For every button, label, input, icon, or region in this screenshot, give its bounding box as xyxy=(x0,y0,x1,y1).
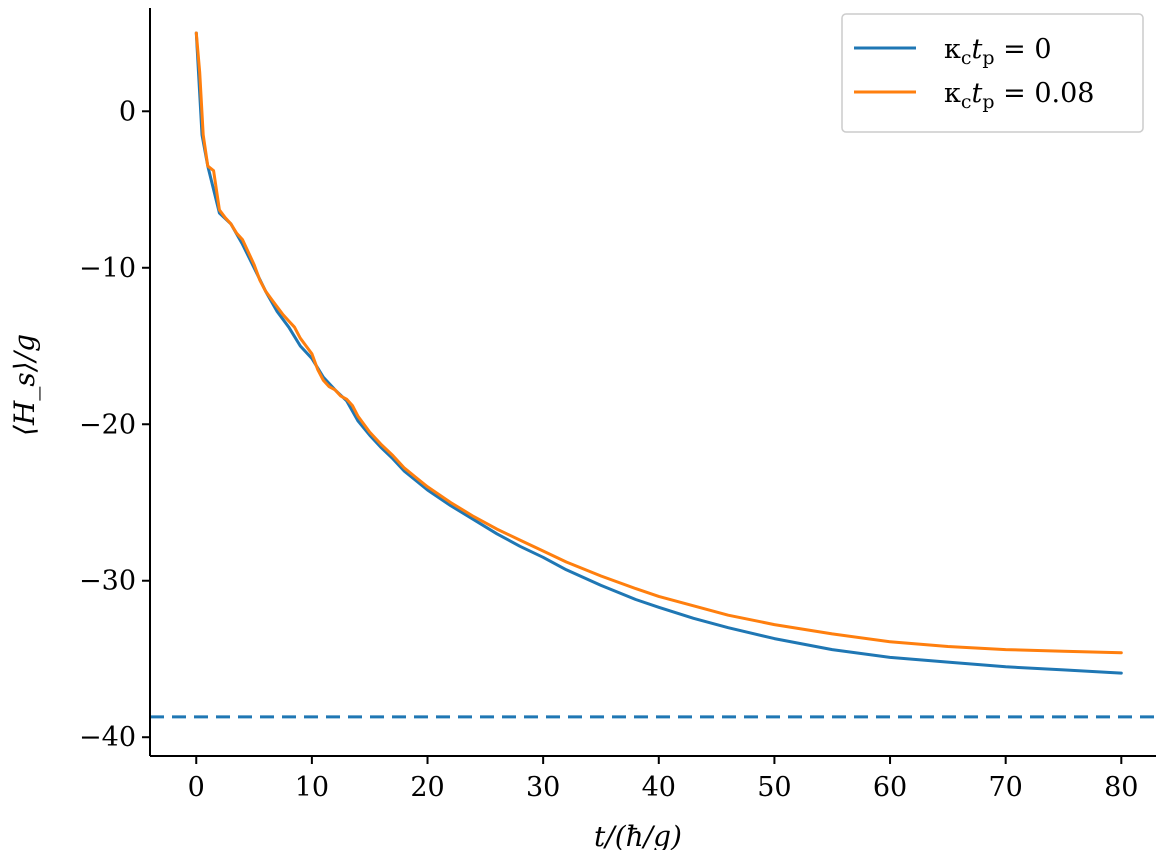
y-tick-label: −20 xyxy=(79,409,136,440)
x-tick-label: 30 xyxy=(526,772,560,803)
x-tick-label: 80 xyxy=(1104,772,1138,803)
legend-box xyxy=(841,13,1144,133)
legend-items: κctp = 0 κctp = 0.08 xyxy=(854,34,1094,113)
series-layer xyxy=(194,31,1123,675)
x-axis-ticks: 0 10 20 30 40 50 60 70 80 xyxy=(188,756,1138,803)
legend-label: κctp = 0.08 xyxy=(944,78,1094,113)
x-tick-label: 40 xyxy=(642,772,676,803)
x-tick-label: 0 xyxy=(188,772,205,803)
y-tick-label: 0 xyxy=(119,96,136,127)
series-line-1 xyxy=(194,31,1123,655)
legend-label: κctp = 0 xyxy=(944,34,1052,69)
legend: κctp = 0 κctp = 0.08 xyxy=(841,13,1144,133)
y-axis-ticks: 0 −10 −20 −30 −40 xyxy=(79,96,150,753)
plot-area xyxy=(150,31,1156,719)
x-tick-label: 20 xyxy=(410,772,444,803)
x-tick-label: 10 xyxy=(295,772,329,803)
x-tick-label: 70 xyxy=(988,772,1022,803)
y-tick-label: −40 xyxy=(79,722,136,753)
x-tick-label: 60 xyxy=(873,772,907,803)
y-tick-label: −10 xyxy=(79,253,136,284)
x-axis-label: t/(ħ/g) xyxy=(594,820,682,850)
y-tick-label: −30 xyxy=(79,566,136,597)
x-tick-label: 50 xyxy=(757,772,791,803)
y-axis-label: ⟨H_s⟩/g xyxy=(8,334,41,436)
